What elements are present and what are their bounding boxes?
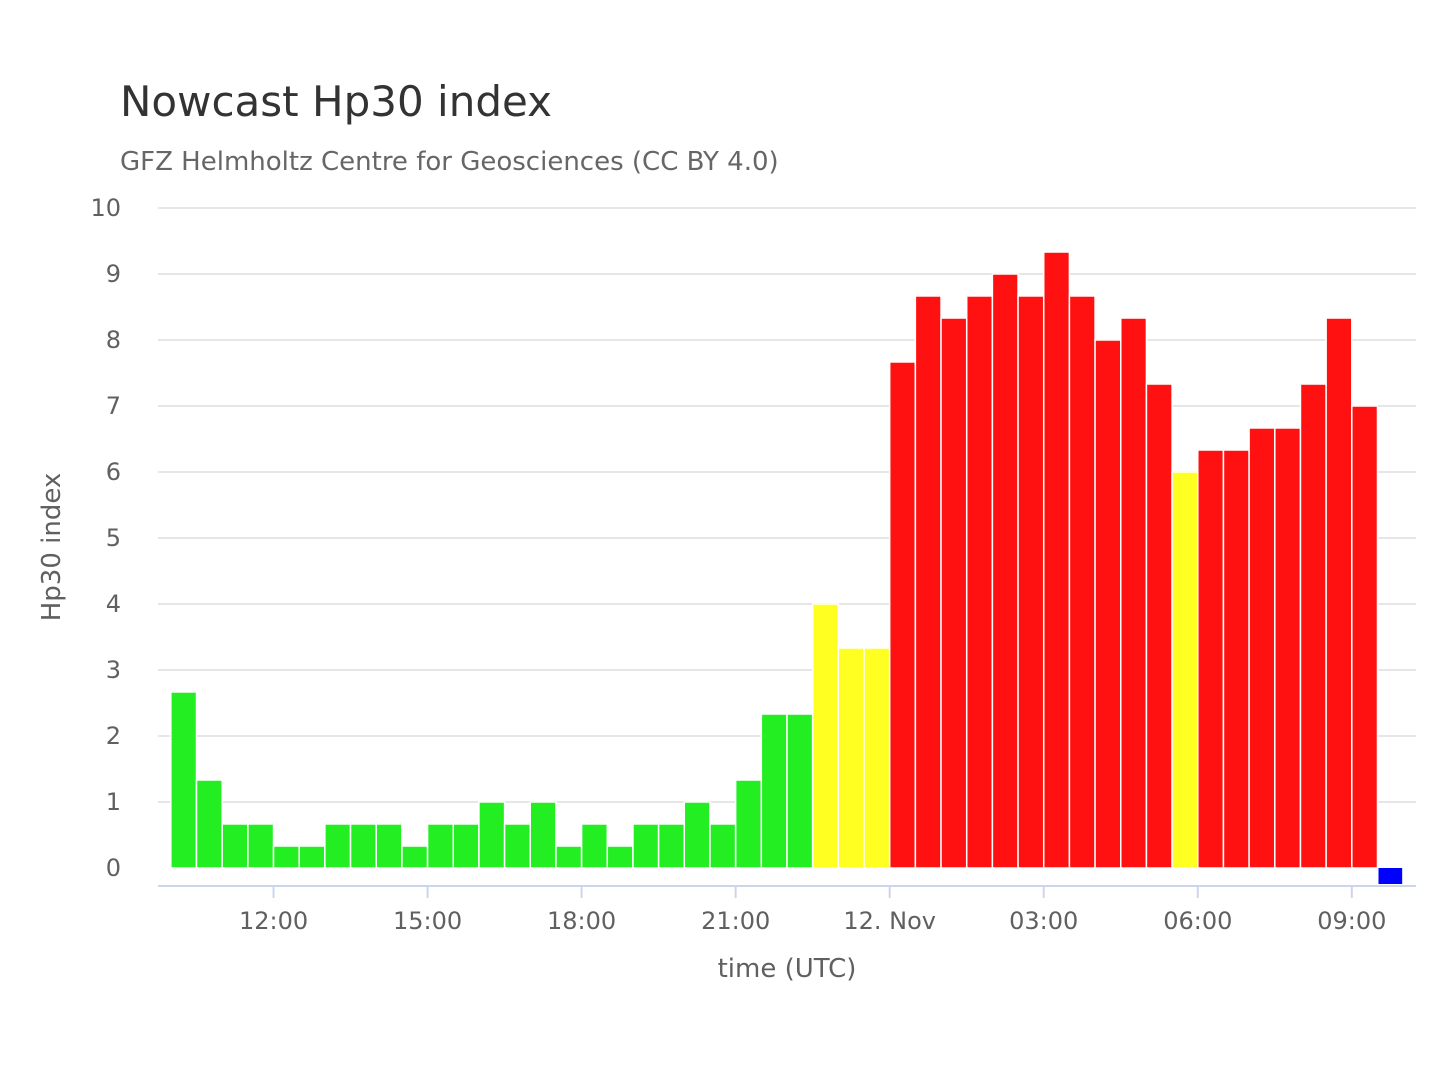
bars <box>170 251 1403 884</box>
bar-quiet <box>606 845 634 869</box>
bar-quiet <box>426 823 454 869</box>
bar-storm <box>1145 383 1173 869</box>
bar-quiet <box>324 823 352 869</box>
bar-quiet <box>298 845 326 869</box>
bar-storm <box>991 273 1019 869</box>
bar-quiet <box>478 801 506 869</box>
y-tick-label: 7 <box>106 392 121 420</box>
x-tick-label: 18:00 <box>547 907 616 935</box>
bar-active <box>1171 471 1199 869</box>
x-tick-label: 12:00 <box>239 907 308 935</box>
bar-storm <box>1017 295 1045 869</box>
bar-quiet <box>503 823 532 869</box>
bar-quiet <box>272 845 300 869</box>
x-tick-label: 21:00 <box>701 907 770 935</box>
y-axis-ticks: 0 1 2 3 4 5 6 7 8 9 10 <box>90 194 121 882</box>
bar-quiet <box>349 823 377 869</box>
bar-quiet <box>580 823 609 869</box>
x-tick-label: 15:00 <box>393 907 462 935</box>
bar-active <box>837 647 865 869</box>
bar-storm <box>1120 317 1148 869</box>
bar-storm <box>1299 383 1327 869</box>
bar-storm <box>1042 251 1071 869</box>
y-tick-label: 3 <box>106 656 121 684</box>
bar-active <box>811 603 840 869</box>
bar-quiet <box>529 801 557 869</box>
bar-quiet <box>452 823 480 869</box>
bar-storm <box>1274 427 1302 869</box>
x-tick-label: 09:00 <box>1317 907 1386 935</box>
bar-quiet <box>221 823 249 869</box>
bar-storm <box>1248 427 1276 869</box>
x-axis-title: time (UTC) <box>718 954 857 984</box>
y-tick-label: 10 <box>90 194 121 222</box>
bar-quiet <box>401 845 429 869</box>
bar-quiet <box>170 691 198 869</box>
chart-subtitle: GFZ Helmholtz Centre for Geosciences (CC… <box>120 147 779 177</box>
y-tick-label: 5 <box>106 524 121 552</box>
bar-storm <box>1068 295 1096 869</box>
bar-quiet <box>734 779 763 869</box>
bar-storm <box>1094 339 1122 869</box>
bar-storm <box>1222 449 1250 869</box>
bar-quiet <box>657 823 686 869</box>
bar-quiet <box>247 823 275 869</box>
bar-quiet <box>683 801 711 869</box>
bar-storm <box>1351 405 1379 869</box>
y-tick-label: 9 <box>106 260 121 288</box>
bar-quiet <box>195 779 223 869</box>
y-tick-label: 0 <box>106 854 121 882</box>
bar-storm <box>914 295 942 869</box>
bar-quiet <box>709 823 737 869</box>
bar-quiet <box>375 823 403 869</box>
y-tick-label: 8 <box>106 326 121 354</box>
x-tick-label: 06:00 <box>1163 907 1232 935</box>
bar-storm <box>965 295 994 869</box>
y-tick-label: 6 <box>106 458 121 486</box>
bar-storm <box>888 361 917 869</box>
x-tick-label: 03:00 <box>1009 907 1078 935</box>
bar-storm <box>940 317 968 869</box>
y-tick-label: 1 <box>106 788 121 816</box>
x-axis: 12:00 15:00 18:00 21:00 12. Nov 03:00 06:00 09:… <box>158 885 1416 935</box>
bar-storm <box>1325 317 1353 869</box>
bar-quiet <box>632 823 660 869</box>
y-tick-label: 4 <box>106 590 121 618</box>
bar-quiet <box>760 713 788 869</box>
y-tick-label: 2 <box>106 722 121 750</box>
bar-quiet <box>786 713 814 869</box>
bar-quiet <box>555 845 583 869</box>
y-axis-title: Hp30 index <box>37 473 67 622</box>
bar-storm <box>1197 449 1225 869</box>
x-tick-label: 12. Nov <box>843 907 936 935</box>
bar-active <box>863 647 891 869</box>
bar-missing <box>1378 868 1403 884</box>
chart-title: Nowcast Hp30 index <box>120 77 552 126</box>
